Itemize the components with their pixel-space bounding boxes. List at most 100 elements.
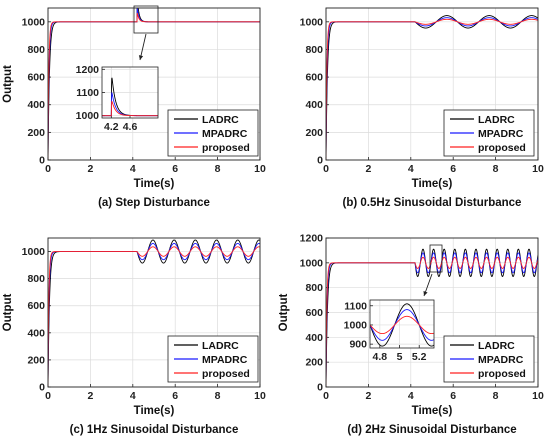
legend-label-ladrc: LADRC bbox=[478, 340, 515, 352]
inset-y-tick-label: 1200 bbox=[76, 64, 100, 76]
inset-plot: 4.2 4.6 1000 1100 1200 bbox=[76, 64, 159, 133]
panel-caption: (c) 1Hz Sinusoidal Disturbance bbox=[70, 424, 239, 436]
series-group bbox=[326, 248, 538, 387]
x-axis-label: Time(s) bbox=[134, 178, 175, 190]
zoom-region-box bbox=[133, 5, 159, 34]
plot-frame bbox=[325, 237, 539, 388]
x-tick-label: 2 bbox=[87, 163, 93, 175]
series-line-proposed bbox=[48, 12, 260, 160]
inset-y-tick-label: 1100 bbox=[344, 300, 367, 312]
inset-y-tick-label: 900 bbox=[349, 339, 367, 351]
x-tick-label: 6 bbox=[450, 390, 456, 402]
x-tick-label: 4 bbox=[408, 390, 414, 402]
x-tick-label: 10 bbox=[254, 390, 266, 402]
y-tick-label: 800 bbox=[27, 273, 45, 285]
series-line-proposed bbox=[326, 256, 538, 387]
x-tick-label: 10 bbox=[254, 163, 266, 175]
inset-y-tick-label: 1000 bbox=[344, 319, 368, 331]
inset-frame bbox=[369, 299, 435, 349]
chart-panel-d: 0 2 4 6 8 10 0 200 400 600 800 1000 1200 Time(s) Outpu… bbox=[278, 233, 544, 437]
inset-series-line-mpadrc bbox=[370, 309, 434, 341]
plot-frame bbox=[325, 7, 539, 161]
x-tick-label: 8 bbox=[215, 390, 221, 402]
x-tick-label: 2 bbox=[365, 163, 371, 175]
inset-x-tick-label: 4.8 bbox=[373, 351, 388, 363]
y-tick-label: 0 bbox=[39, 382, 45, 394]
legend-label-ladrc: LADRC bbox=[478, 114, 515, 126]
y-tick-label: 200 bbox=[305, 127, 323, 139]
y-tick-label: 0 bbox=[317, 382, 323, 394]
series-line-proposed bbox=[48, 246, 260, 387]
y-tick-label: 800 bbox=[305, 282, 323, 294]
inset-series-line-proposed bbox=[102, 100, 158, 117]
series-line-proposed bbox=[326, 18, 538, 160]
legend-label-mpadrc: MPADRC bbox=[478, 128, 524, 140]
x-tick-label: 6 bbox=[450, 163, 456, 175]
x-tick-label: 4 bbox=[408, 163, 414, 175]
x-tick-label: 4 bbox=[130, 390, 136, 402]
chart-panel-c: 0 2 4 6 8 10 0 200 400 600 800 1000 Time(s) Output (c)… bbox=[2, 237, 266, 436]
y-tick-label: 400 bbox=[305, 332, 323, 344]
inset-series-group bbox=[102, 77, 158, 117]
zoom-arrow-head bbox=[138, 55, 144, 60]
x-tick-label: 6 bbox=[172, 163, 178, 175]
x-tick-label: 8 bbox=[493, 390, 499, 402]
inset-x-tick-label: 4.2 bbox=[104, 121, 119, 133]
panel-caption: (d) 2Hz Sinusoidal Disturbance bbox=[347, 424, 516, 436]
y-axis-label: Output bbox=[2, 65, 14, 103]
inset-x-tick-label: 5 bbox=[397, 351, 403, 363]
y-tick-label: 1000 bbox=[300, 16, 324, 28]
y-axis-label: Output bbox=[278, 293, 290, 331]
x-tick-label: 6 bbox=[172, 390, 178, 402]
legend-label-proposed: proposed bbox=[478, 142, 526, 154]
inset-x-tick-label: 4.6 bbox=[123, 121, 138, 133]
x-tick-label: 10 bbox=[532, 163, 544, 175]
x-tick-label: 0 bbox=[323, 390, 329, 402]
inset-series-group bbox=[370, 303, 434, 347]
legend-box bbox=[443, 109, 535, 157]
y-tick-label: 400 bbox=[305, 99, 323, 111]
y-tick-label: 1200 bbox=[300, 233, 324, 245]
chart-panel-a: 0 2 4 6 8 10 0 200 400 600 800 1000 Time(s) Output (a)… bbox=[2, 5, 266, 209]
x-tick-label: 0 bbox=[45, 163, 51, 175]
legend: LADRC MPADRC proposed bbox=[167, 335, 259, 383]
y-tick-label: 400 bbox=[27, 99, 45, 111]
zoom-region-box bbox=[429, 244, 443, 273]
panel-caption: (b) 0.5Hz Sinusoidal Disturbance bbox=[343, 197, 522, 209]
y-axis-label: Output bbox=[2, 293, 14, 331]
y-tick-label: 800 bbox=[305, 44, 323, 56]
x-tick-label: 0 bbox=[323, 163, 329, 175]
x-tick-label: 0 bbox=[45, 390, 51, 402]
x-axis-label: Time(s) bbox=[412, 178, 453, 190]
inset-series-line-ladrc bbox=[370, 303, 434, 347]
legend-label-mpadrc: MPADRC bbox=[202, 128, 248, 140]
y-tick-label: 0 bbox=[317, 155, 323, 167]
plot-frame bbox=[47, 7, 261, 161]
series-group bbox=[48, 8, 260, 160]
legend: LADRC MPADRC proposed bbox=[443, 335, 535, 383]
inset-y-tick-label: 1100 bbox=[76, 87, 99, 99]
legend-label-ladrc: LADRC bbox=[202, 114, 239, 126]
legend-label-ladrc: LADRC bbox=[202, 340, 239, 352]
y-tick-label: 600 bbox=[27, 72, 45, 84]
y-tick-label: 600 bbox=[305, 72, 323, 84]
inset-plot: 4.8 5 5.2 900 1000 1100 bbox=[344, 299, 435, 363]
x-axis-label: Time(s) bbox=[134, 405, 175, 417]
plot-frame bbox=[47, 237, 261, 388]
y-tick-label: 200 bbox=[305, 357, 323, 369]
y-tick-label: 200 bbox=[27, 354, 45, 366]
panel-caption: (a) Step Disturbance bbox=[98, 197, 210, 209]
x-axis-label: Time(s) bbox=[412, 405, 453, 417]
y-tick-label: 1000 bbox=[22, 246, 46, 258]
legend-label-proposed: proposed bbox=[478, 368, 526, 380]
legend-label-proposed: proposed bbox=[202, 142, 250, 154]
inset-series-line-proposed bbox=[370, 315, 434, 335]
x-tick-label: 10 bbox=[532, 390, 544, 402]
series-group bbox=[48, 239, 260, 387]
legend-label-proposed: proposed bbox=[202, 368, 250, 380]
legend-label-mpadrc: MPADRC bbox=[202, 354, 248, 366]
x-tick-label: 2 bbox=[87, 390, 93, 402]
y-tick-label: 0 bbox=[39, 155, 45, 167]
legend-label-mpadrc: MPADRC bbox=[478, 354, 524, 366]
x-tick-label: 2 bbox=[365, 390, 371, 402]
